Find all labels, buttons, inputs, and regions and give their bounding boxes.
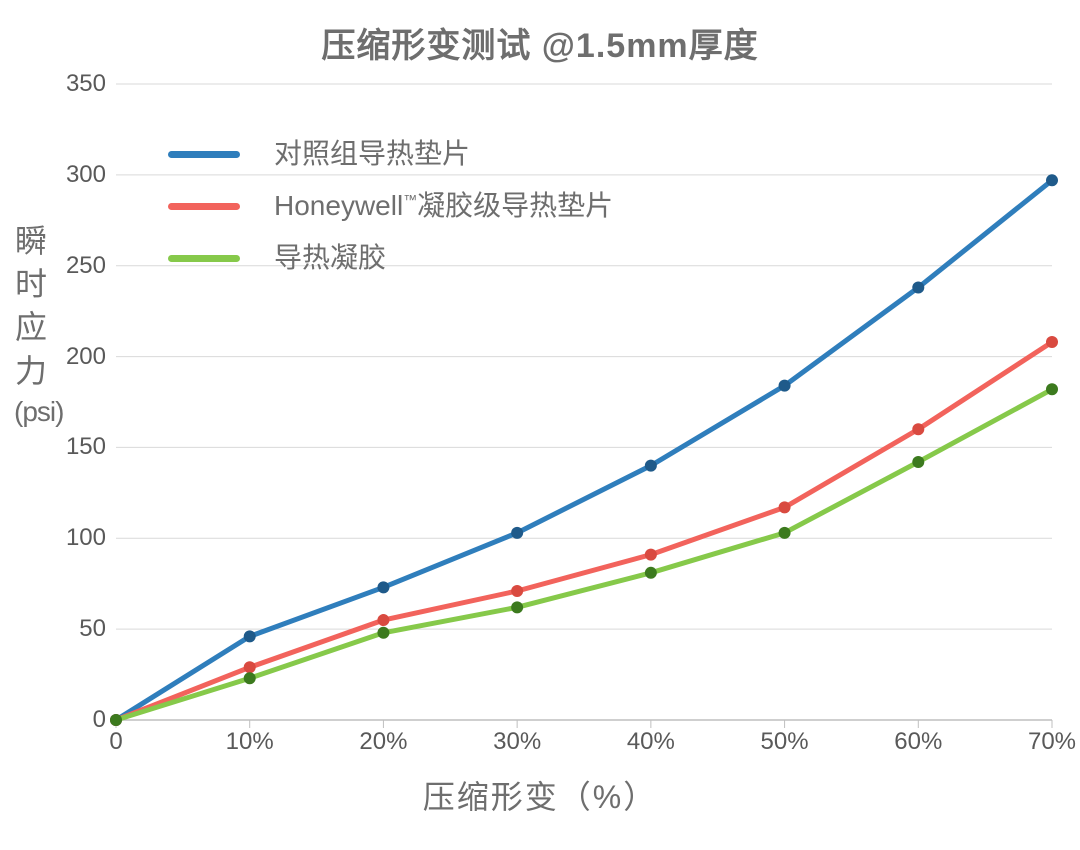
legend-label-honeywell: Honeywell™凝胶级导热垫片 <box>274 192 613 220</box>
x-tick-label: 50% <box>761 720 809 756</box>
series-marker-gel <box>645 567 657 579</box>
legend-item-honeywell: Honeywell™凝胶级导热垫片 <box>168 192 613 220</box>
series-marker-control <box>244 630 256 642</box>
legend-item-gel: 导热凝胶 <box>168 244 613 272</box>
series-marker-honeywell <box>912 423 924 435</box>
y-tick-label: 350 <box>66 70 116 98</box>
y-tick-label: 100 <box>66 524 116 552</box>
series-marker-gel <box>511 601 523 613</box>
chart-title: 压缩形变测试 @1.5mm厚度 <box>0 18 1080 67</box>
x-axis-label: 压缩形变（%） <box>0 772 1080 818</box>
x-tick-label: 20% <box>359 720 407 756</box>
series-marker-control <box>779 380 791 392</box>
series-marker-gel <box>377 627 389 639</box>
series-marker-control <box>645 460 657 472</box>
series-marker-gel <box>779 527 791 539</box>
y-tick-label: 200 <box>66 343 116 371</box>
legend-swatch-control <box>168 151 240 158</box>
series-marker-honeywell <box>377 614 389 626</box>
y-tick-label: 250 <box>66 252 116 280</box>
y-axis-label-main: 瞬时应力 <box>14 220 48 393</box>
series-marker-gel <box>1046 383 1058 395</box>
series-marker-control <box>1046 174 1058 186</box>
legend-label-gel: 导热凝胶 <box>274 244 386 272</box>
y-axis-label-unit: (psi) <box>14 393 48 431</box>
legend-swatch-honeywell <box>168 203 240 210</box>
y-tick-label: 300 <box>66 161 116 189</box>
series-marker-gel <box>912 456 924 468</box>
y-tick-label: 50 <box>79 615 116 643</box>
series-marker-honeywell <box>511 585 523 597</box>
legend-swatch-gel <box>168 255 240 262</box>
series-marker-control <box>511 527 523 539</box>
series-marker-honeywell <box>1046 336 1058 348</box>
series-line-gel <box>116 389 1052 720</box>
series-marker-honeywell <box>244 661 256 673</box>
series-marker-honeywell <box>645 549 657 561</box>
y-axis-label: 瞬时应力 (psi) <box>14 220 48 431</box>
legend-item-control: 对照组导热垫片 <box>168 140 613 168</box>
y-tick-label: 150 <box>66 433 116 461</box>
legend-label-control: 对照组导热垫片 <box>274 140 470 168</box>
series-marker-control <box>377 581 389 593</box>
x-tick-label: 70% <box>1028 720 1076 756</box>
chart-container: 压缩形变测试 @1.5mm厚度 瞬时应力 (psi) 压缩形变（%） 0 50 10… <box>0 0 1080 850</box>
legend: 对照组导热垫片 Honeywell™凝胶级导热垫片导热凝胶 <box>168 140 613 296</box>
x-tick-label: 30% <box>493 720 541 756</box>
x-tick-label: 0 <box>109 720 122 756</box>
series-marker-honeywell <box>779 501 791 513</box>
x-tick-label: 60% <box>894 720 942 756</box>
series-line-honeywell <box>116 342 1052 720</box>
series-marker-control <box>912 282 924 294</box>
series-marker-gel <box>244 672 256 684</box>
x-tick-label: 10% <box>226 720 274 756</box>
x-tick-label: 40% <box>627 720 675 756</box>
